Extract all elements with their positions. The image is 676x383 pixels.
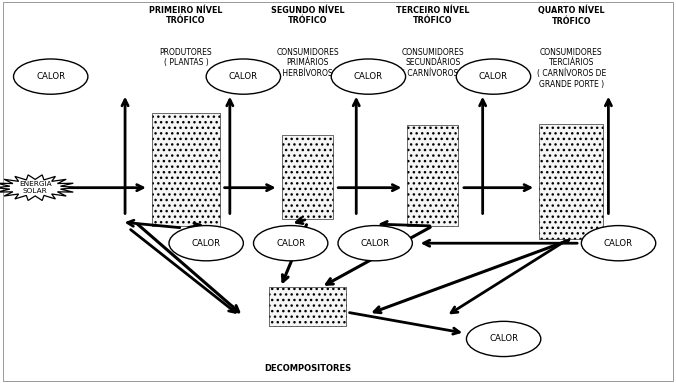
FancyBboxPatch shape bbox=[3, 2, 673, 381]
FancyBboxPatch shape bbox=[269, 287, 347, 326]
FancyBboxPatch shape bbox=[283, 135, 333, 219]
Text: SEGUNDO NÍVEL
TRÓFICO: SEGUNDO NÍVEL TRÓFICO bbox=[271, 6, 344, 25]
Ellipse shape bbox=[14, 59, 88, 94]
FancyBboxPatch shape bbox=[152, 113, 220, 226]
Text: CONSUMIDORES
SECUNDÁRIOS
( CARNÍVOROS ): CONSUMIDORES SECUNDÁRIOS ( CARNÍVOROS ) bbox=[402, 48, 464, 78]
Ellipse shape bbox=[169, 226, 243, 261]
Text: CALOR: CALOR bbox=[276, 239, 306, 248]
Text: QUARTO NÍVEL
TRÓFICO: QUARTO NÍVEL TRÓFICO bbox=[538, 6, 604, 26]
Ellipse shape bbox=[206, 59, 281, 94]
Ellipse shape bbox=[254, 226, 328, 261]
Polygon shape bbox=[0, 175, 76, 200]
Text: CALOR: CALOR bbox=[354, 72, 383, 81]
Text: CALOR: CALOR bbox=[479, 72, 508, 81]
Ellipse shape bbox=[581, 226, 656, 261]
Text: CALOR: CALOR bbox=[36, 72, 66, 81]
Text: PRODUTORES
( PLANTAS ): PRODUTORES ( PLANTAS ) bbox=[160, 48, 212, 67]
Text: DECOMPOSITORES: DECOMPOSITORES bbox=[264, 365, 351, 373]
Ellipse shape bbox=[456, 59, 531, 94]
Ellipse shape bbox=[338, 226, 412, 261]
FancyBboxPatch shape bbox=[539, 124, 603, 239]
Text: CALOR: CALOR bbox=[228, 72, 258, 81]
FancyBboxPatch shape bbox=[407, 124, 458, 226]
Text: CALOR: CALOR bbox=[360, 239, 390, 248]
Text: CALOR: CALOR bbox=[191, 239, 221, 248]
Text: CALOR: CALOR bbox=[604, 239, 633, 248]
Text: ENERGIA
SOLAR: ENERGIA SOLAR bbox=[19, 181, 51, 194]
Ellipse shape bbox=[466, 321, 541, 357]
Text: PRIMEIRO NÍVEL
TRÓFICO: PRIMEIRO NÍVEL TRÓFICO bbox=[149, 6, 222, 25]
Ellipse shape bbox=[331, 59, 406, 94]
Text: CONSUMIDORES
TERCIÁRIOS
( CARNÍVOROS DE
GRANDE PORTE ): CONSUMIDORES TERCIÁRIOS ( CARNÍVOROS DE … bbox=[537, 48, 606, 89]
Text: CALOR: CALOR bbox=[489, 334, 518, 344]
Text: TERCEIRO NÍVEL
TRÓFICO: TERCEIRO NÍVEL TRÓFICO bbox=[396, 6, 469, 25]
Text: CONSUMIDORES
PRIMÁRIOS
( HERBÍVOROS ): CONSUMIDORES PRIMÁRIOS ( HERBÍVOROS ) bbox=[276, 48, 339, 78]
